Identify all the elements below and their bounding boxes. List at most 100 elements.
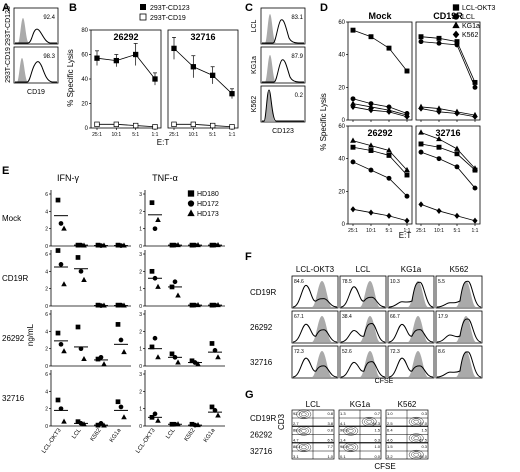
panel-g: CD3 CFSE LCL KG1a K562 CD19R 92.7 0.8 2.7 3.8 1.… bbox=[250, 400, 429, 471]
b-plot-0-series-1-line bbox=[97, 123, 156, 128]
f-hist-1-2-frame bbox=[387, 310, 435, 344]
panel-e-label: E bbox=[2, 165, 9, 177]
d-plot-2-series-3-line bbox=[352, 208, 408, 222]
g-plot-2-1-contour-1 bbox=[345, 444, 356, 451]
b-plot-0-xtick-label-3: 1:1 bbox=[152, 132, 159, 138]
g-row-label-0: CD19R bbox=[250, 414, 276, 423]
f-col-header-0: LCL-OKT3 bbox=[296, 265, 335, 274]
panel-a-label: A bbox=[2, 2, 10, 14]
legend-b-marker-0 bbox=[140, 4, 146, 10]
e-ifn-row-1-ytick-label-2: 4 bbox=[45, 269, 48, 275]
d-plot-2-series-1-point-1 bbox=[368, 167, 374, 173]
g-plot-0-1-quad-2: 4.1 bbox=[340, 421, 346, 426]
panel-d-xlabel: E:T bbox=[399, 231, 412, 240]
d-plot-2-series-2-line bbox=[352, 140, 408, 171]
panel-e-plots: Mock CD19R 26292 32716 0 2 4 6 0 2 4 6 0 2 4 6 0 2 4 6 LCL-O… bbox=[2, 190, 225, 455]
d-plot-3-series-1-point-1 bbox=[436, 156, 442, 162]
b-plot-1-series-1-point-1 bbox=[190, 121, 196, 127]
panel-c-xlabel: CD123 bbox=[272, 128, 294, 135]
b-plot-0-series-1-point-2 bbox=[133, 122, 139, 129]
d-plot-0-title: Mock bbox=[368, 11, 392, 21]
b-plot-1-series-1-point-3 bbox=[229, 124, 235, 130]
e-row-label-1: CD19R bbox=[2, 274, 28, 283]
d-plot-2-series-3-point-0 bbox=[350, 206, 356, 213]
hist-a2-control bbox=[15, 58, 57, 82]
g-row-label-1: 26292 bbox=[250, 431, 273, 440]
f-col-header-1: LCL bbox=[356, 265, 371, 274]
e-ifn-row-2-point-2-2 bbox=[101, 361, 107, 367]
e-tnf-xtick-label-1: LCL bbox=[165, 427, 177, 440]
d-plot-2-series-0-point-1 bbox=[368, 148, 374, 153]
f-hist-1-1-curve bbox=[340, 322, 386, 343]
d-plot-2-series-1-line bbox=[352, 161, 408, 197]
b-plot-1-series-0-point-2 bbox=[210, 72, 216, 78]
hist-c2-frame bbox=[260, 46, 306, 84]
f-row-label-1: 26292 bbox=[250, 323, 273, 332]
g-plot-2-1-quad-3: 0.0 bbox=[374, 454, 380, 459]
e-ifn-row-1-ytick-label-1: 2 bbox=[45, 287, 48, 293]
e-ifn-row-3-ytick-label-0: 0 bbox=[45, 424, 48, 430]
panel-d-legend: LCL-OKT3 LCL KG1a K562 bbox=[452, 4, 496, 39]
g-plot-1-1-quad-1: 1.5 bbox=[374, 428, 380, 433]
e-tnf-xtick-label-2: K562 bbox=[184, 427, 197, 442]
panel-a: 92.4 293T-CD123 98.3 293T-CD19 CD19 bbox=[5, 6, 59, 96]
d-plot-3-title: 32716 bbox=[435, 128, 460, 138]
f-row-label-0: CD19R bbox=[250, 288, 276, 297]
panel-d-label: D bbox=[320, 2, 328, 14]
f-hist-0-0-control bbox=[293, 281, 337, 307]
b-ytick-label-0: 0 bbox=[85, 126, 89, 132]
d-legend-label-2: KG1a bbox=[462, 23, 480, 30]
g-plot-0-0-quad-0: 92.7 bbox=[293, 411, 302, 416]
d-plot-1-title: CD19R bbox=[433, 11, 463, 21]
d-plot-3-series-0-point-0 bbox=[418, 141, 424, 147]
d-plot-3-series-1-point-3 bbox=[472, 185, 478, 191]
e-ifn-row-0-ytick-label-1: 2 bbox=[45, 227, 48, 233]
d-plot-2-series-1-point-2 bbox=[386, 175, 392, 181]
panel-g-label: G bbox=[245, 389, 254, 401]
b-plot-1-xtick-label-1: 10:1 bbox=[188, 132, 198, 138]
e-ifn-row-2-point-1-2 bbox=[81, 355, 87, 362]
e-ifn-row-1-point-0-1 bbox=[58, 262, 64, 267]
d-plot-2-series-2-point-1 bbox=[368, 142, 374, 148]
d-plot-2-title: 26292 bbox=[367, 128, 392, 138]
hist-c3-value: 0.2 bbox=[295, 93, 304, 99]
d-plot-3-xtick-label-2: 5:1 bbox=[454, 228, 461, 234]
e-ifn-row-3-ytick-label-3: 6 bbox=[45, 372, 48, 378]
e-ifn-row-1-point-0-0 bbox=[55, 248, 61, 253]
e-tnf-row-1-point-0-0 bbox=[149, 268, 155, 274]
d-plot-1-series-3-line bbox=[420, 108, 476, 118]
e-ifn-row-1-point-1-1 bbox=[78, 268, 84, 274]
d-plot-1-series-3-point-2 bbox=[454, 110, 460, 117]
g-plot-0-0-quad-2: 2.7 bbox=[293, 421, 299, 426]
e-ifn-row-2-point-2-1 bbox=[98, 354, 104, 360]
g-plot-0-2-quad-0: 1.0 bbox=[387, 411, 393, 416]
f-hist-2-1-curve bbox=[340, 361, 386, 378]
d-plot-3-series-1-line bbox=[420, 151, 476, 189]
e-tnf-row-0-ytick-label-0: 0 bbox=[139, 244, 142, 250]
e-ifn-row-1-ytick-label-3: 6 bbox=[45, 252, 48, 258]
b-plot-1-series-0-point-1 bbox=[190, 64, 196, 70]
g-plot-0-0-contour-1 bbox=[298, 411, 309, 418]
hist-a1-value: 92.4 bbox=[43, 15, 55, 21]
d-plot-0-frame bbox=[347, 21, 413, 121]
d-plot-2-series-0-point-3 bbox=[404, 172, 410, 178]
d-plot-1-series-0-point-1 bbox=[436, 35, 442, 41]
panel-c-label: C bbox=[245, 2, 253, 14]
b-ytick-label-1: 20 bbox=[81, 102, 88, 108]
g-col-header-2: K562 bbox=[398, 400, 417, 409]
d-plot-0-ytick-label-3: 60 bbox=[338, 20, 345, 26]
d-plot-3-xtick-label-0: 25:1 bbox=[416, 228, 426, 234]
b-plot-1-series-0-point-3 bbox=[229, 91, 235, 97]
e-tnf-row-3-point-0-2 bbox=[155, 417, 161, 423]
g-plot-2-0-quad-0: 88.1 bbox=[293, 444, 302, 449]
f-hist-2-2-control bbox=[389, 351, 433, 377]
b-plot-0-frame bbox=[90, 29, 162, 129]
e-tnf-row-2-ytick-label-2: 2 bbox=[139, 329, 142, 335]
g-plot-0-1-quad-1: 0.7 bbox=[374, 411, 380, 416]
g-plot-1-0-contour-0 bbox=[296, 426, 312, 436]
d-plot-3-series-1-point-2 bbox=[454, 164, 460, 170]
f-hist-0-2-frame bbox=[387, 275, 435, 309]
g-plot-0-2-contour-2 bbox=[413, 419, 419, 424]
d-plot-3-xtick-label-1: 10:1 bbox=[434, 228, 444, 234]
